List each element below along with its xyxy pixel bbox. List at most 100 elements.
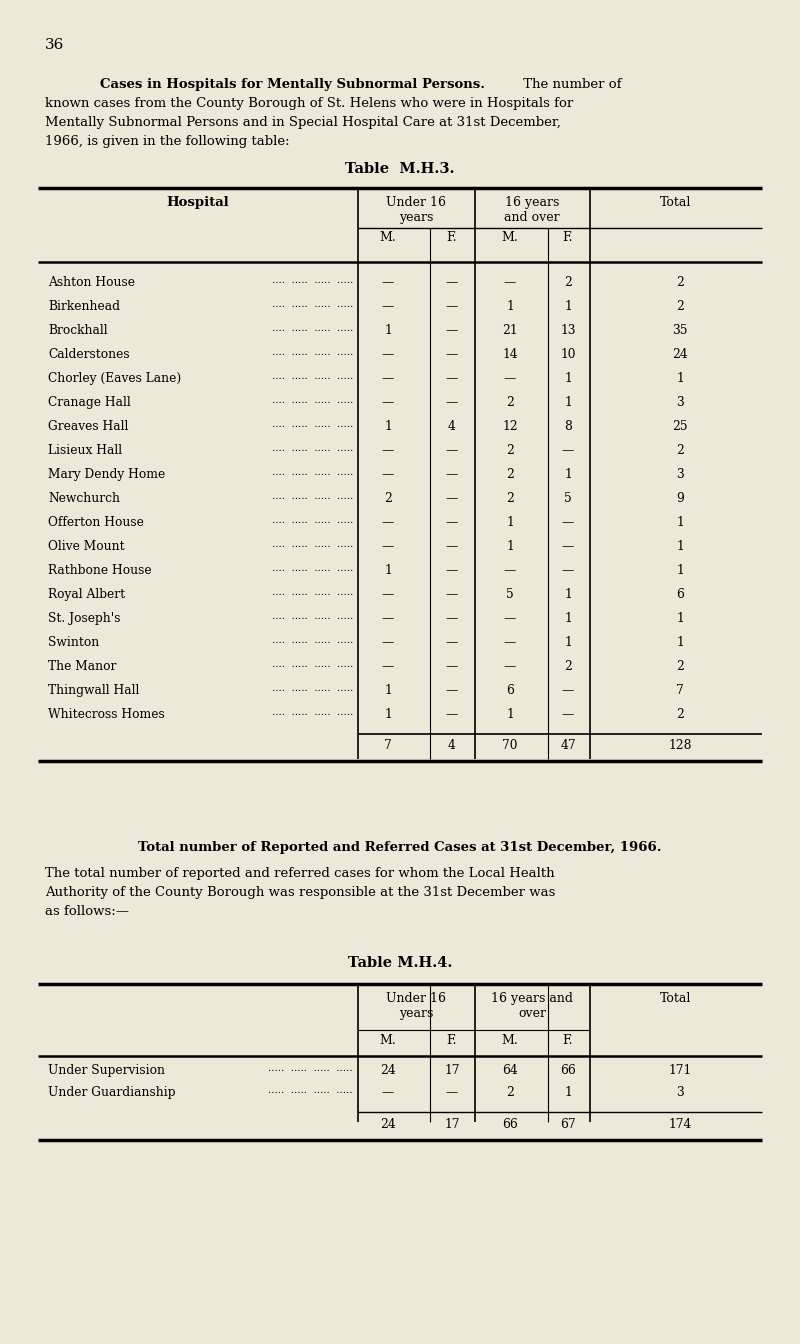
Text: —: — bbox=[446, 708, 458, 720]
Text: 2: 2 bbox=[564, 660, 572, 673]
Text: 4: 4 bbox=[448, 419, 456, 433]
Text: 2: 2 bbox=[564, 276, 572, 289]
Text: 35: 35 bbox=[672, 324, 688, 337]
Text: 17: 17 bbox=[444, 1118, 460, 1132]
Text: 14: 14 bbox=[502, 348, 518, 362]
Text: 70: 70 bbox=[502, 739, 518, 753]
Text: —: — bbox=[446, 276, 458, 289]
Text: —: — bbox=[446, 468, 458, 481]
Text: 1: 1 bbox=[564, 396, 572, 409]
Text: 5: 5 bbox=[564, 492, 572, 505]
Text: 1: 1 bbox=[384, 324, 392, 337]
Text: —: — bbox=[382, 1086, 394, 1099]
Text: 1: 1 bbox=[676, 636, 684, 649]
Text: Calderstones: Calderstones bbox=[48, 348, 130, 362]
Text: 7: 7 bbox=[676, 684, 684, 698]
Text: .....  .....  .....  .....: ..... ..... ..... ..... bbox=[269, 1064, 353, 1073]
Text: Cranage Hall: Cranage Hall bbox=[48, 396, 130, 409]
Text: —: — bbox=[446, 612, 458, 625]
Text: —: — bbox=[504, 636, 516, 649]
Text: —: — bbox=[382, 276, 394, 289]
Text: 1: 1 bbox=[564, 1086, 572, 1099]
Text: 171: 171 bbox=[668, 1064, 692, 1077]
Text: ....  .....  .....  .....: .... ..... ..... ..... bbox=[272, 492, 353, 501]
Text: —: — bbox=[382, 612, 394, 625]
Text: Ashton House: Ashton House bbox=[48, 276, 135, 289]
Text: —: — bbox=[382, 372, 394, 384]
Text: —: — bbox=[446, 660, 458, 673]
Text: The Manor: The Manor bbox=[48, 660, 116, 673]
Text: —: — bbox=[446, 372, 458, 384]
Text: —: — bbox=[446, 396, 458, 409]
Text: Mentally Subnormal Persons and in Special Hospital Care at 31st December,: Mentally Subnormal Persons and in Specia… bbox=[45, 116, 561, 129]
Text: 1: 1 bbox=[384, 419, 392, 433]
Text: Under 16
years: Under 16 years bbox=[386, 196, 446, 224]
Text: ....  .....  .....  .....: .... ..... ..... ..... bbox=[272, 589, 353, 597]
Text: Chorley (Eaves Lane): Chorley (Eaves Lane) bbox=[48, 372, 182, 384]
Text: 13: 13 bbox=[560, 324, 576, 337]
Text: 2: 2 bbox=[506, 1086, 514, 1099]
Text: Total: Total bbox=[660, 992, 692, 1005]
Text: 2: 2 bbox=[384, 492, 392, 505]
Text: Under 16
years: Under 16 years bbox=[386, 992, 446, 1020]
Text: Mary Dendy Home: Mary Dendy Home bbox=[48, 468, 166, 481]
Text: 10: 10 bbox=[560, 348, 576, 362]
Text: 1: 1 bbox=[384, 708, 392, 720]
Text: The number of: The number of bbox=[519, 78, 622, 91]
Text: 1: 1 bbox=[564, 468, 572, 481]
Text: Royal Albert: Royal Albert bbox=[48, 589, 125, 601]
Text: 2: 2 bbox=[676, 444, 684, 457]
Text: 9: 9 bbox=[676, 492, 684, 505]
Text: —: — bbox=[446, 492, 458, 505]
Text: —: — bbox=[504, 660, 516, 673]
Text: Total number of Reported and Referred Cases at 31st December, 1966.: Total number of Reported and Referred Ca… bbox=[138, 841, 662, 853]
Text: ....  .....  .....  .....: .... ..... ..... ..... bbox=[272, 396, 353, 405]
Text: 16 years
and over: 16 years and over bbox=[504, 196, 560, 224]
Text: M.: M. bbox=[380, 231, 396, 245]
Text: 24: 24 bbox=[672, 348, 688, 362]
Text: —: — bbox=[446, 1086, 458, 1099]
Text: ....  .....  .....  .....: .... ..... ..... ..... bbox=[272, 348, 353, 358]
Text: Newchurch: Newchurch bbox=[48, 492, 120, 505]
Text: —: — bbox=[382, 636, 394, 649]
Text: —: — bbox=[562, 708, 574, 720]
Text: 5: 5 bbox=[506, 589, 514, 601]
Text: ....  .....  .....  .....: .... ..... ..... ..... bbox=[272, 540, 353, 548]
Text: 67: 67 bbox=[560, 1118, 576, 1132]
Text: 7: 7 bbox=[384, 739, 392, 753]
Text: 16 years and
over: 16 years and over bbox=[491, 992, 573, 1020]
Text: 21: 21 bbox=[502, 324, 518, 337]
Text: ....  .....  .....  .....: .... ..... ..... ..... bbox=[272, 612, 353, 621]
Text: 1: 1 bbox=[506, 540, 514, 552]
Text: M.: M. bbox=[502, 231, 518, 245]
Text: 2: 2 bbox=[676, 708, 684, 720]
Text: —: — bbox=[562, 516, 574, 530]
Text: —: — bbox=[446, 564, 458, 577]
Text: —: — bbox=[446, 589, 458, 601]
Text: Hospital: Hospital bbox=[166, 196, 230, 210]
Text: 1: 1 bbox=[384, 564, 392, 577]
Text: —: — bbox=[446, 516, 458, 530]
Text: .....  .....  .....  .....: ..... ..... ..... ..... bbox=[269, 1086, 353, 1095]
Text: ....  .....  .....  .....: .... ..... ..... ..... bbox=[272, 419, 353, 429]
Text: —: — bbox=[504, 564, 516, 577]
Text: —: — bbox=[382, 396, 394, 409]
Text: Under Supervision: Under Supervision bbox=[48, 1064, 165, 1077]
Text: —: — bbox=[562, 564, 574, 577]
Text: 66: 66 bbox=[560, 1064, 576, 1077]
Text: Greaves Hall: Greaves Hall bbox=[48, 419, 128, 433]
Text: 64: 64 bbox=[502, 1064, 518, 1077]
Text: 2: 2 bbox=[506, 492, 514, 505]
Text: 2: 2 bbox=[506, 396, 514, 409]
Text: —: — bbox=[382, 540, 394, 552]
Text: ....  .....  .....  .....: .... ..... ..... ..... bbox=[272, 276, 353, 285]
Text: —: — bbox=[382, 348, 394, 362]
Text: 128: 128 bbox=[668, 739, 692, 753]
Text: 6: 6 bbox=[676, 589, 684, 601]
Text: Offerton House: Offerton House bbox=[48, 516, 144, 530]
Text: ....  .....  .....  .....: .... ..... ..... ..... bbox=[272, 444, 353, 453]
Text: 1: 1 bbox=[676, 516, 684, 530]
Text: —: — bbox=[446, 348, 458, 362]
Text: —: — bbox=[382, 660, 394, 673]
Text: 24: 24 bbox=[380, 1064, 396, 1077]
